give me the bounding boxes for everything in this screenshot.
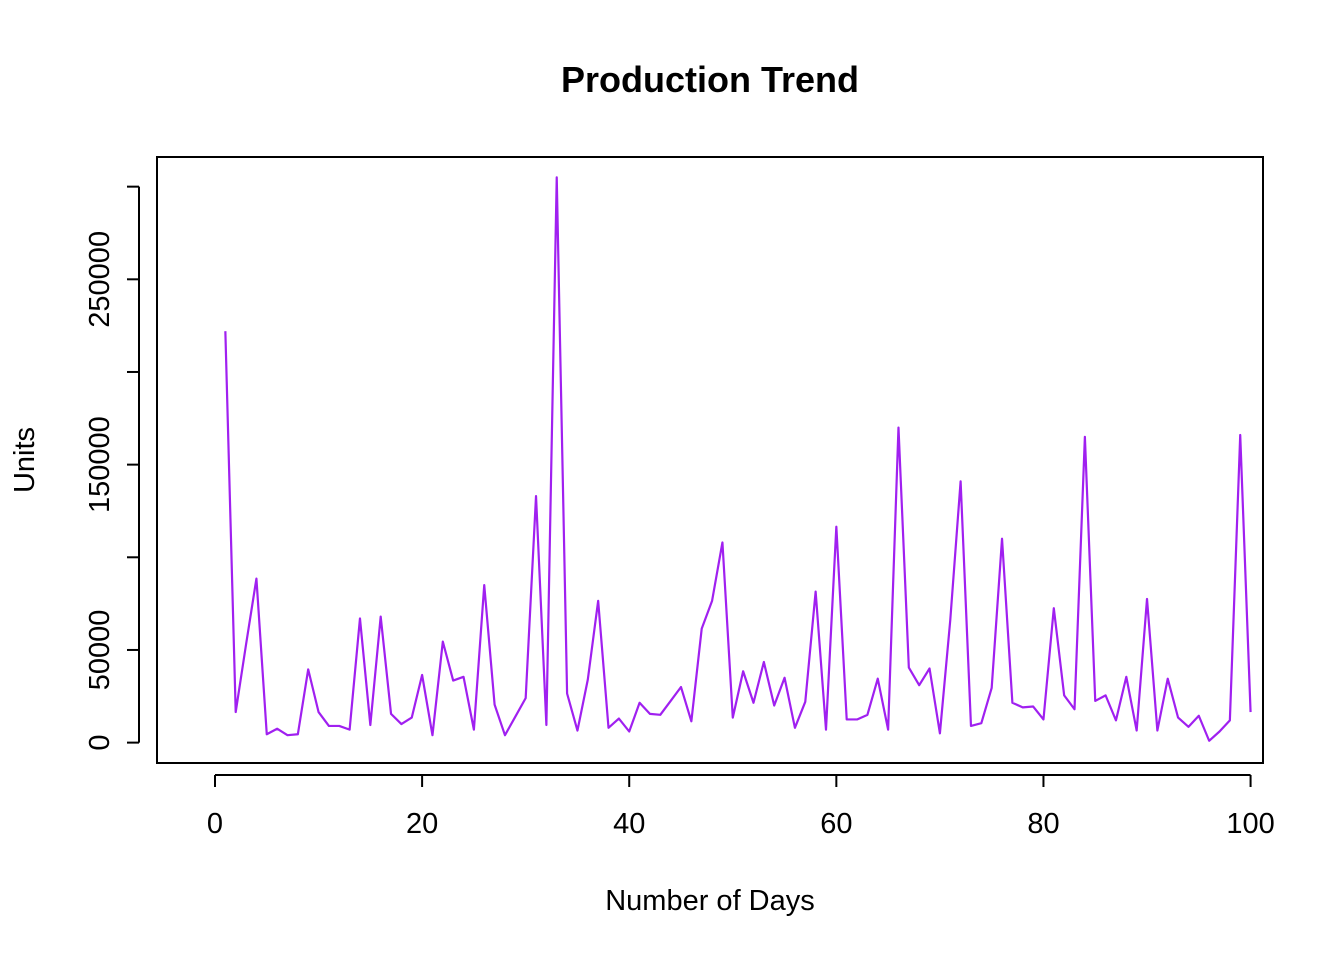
chart-title: Production Trend (561, 59, 859, 100)
y-axis-label: Units (9, 427, 41, 493)
y-axis: 0 50000 150000 250000 (84, 185, 140, 751)
x-tick-label: 60 (820, 808, 852, 840)
x-tick-label: 40 (613, 808, 645, 840)
series-layer (224, 176, 1252, 742)
series-line (224, 176, 1252, 742)
x-tick-label: 0 (207, 808, 223, 840)
y-tick-label: 0 (84, 735, 116, 751)
x-axis: 0 20 40 60 80 100 (207, 774, 1275, 840)
x-tick-label: 100 (1226, 808, 1274, 840)
x-tick-label: 80 (1027, 808, 1059, 840)
x-tick-label: 20 (406, 808, 438, 840)
y-tick-label: 50000 (84, 610, 116, 691)
y-tick-label: 250000 (84, 231, 116, 328)
y-tick-label: 150000 (84, 416, 116, 513)
plot-frame (156, 156, 1264, 764)
x-axis-label: Number of Days (605, 885, 815, 917)
